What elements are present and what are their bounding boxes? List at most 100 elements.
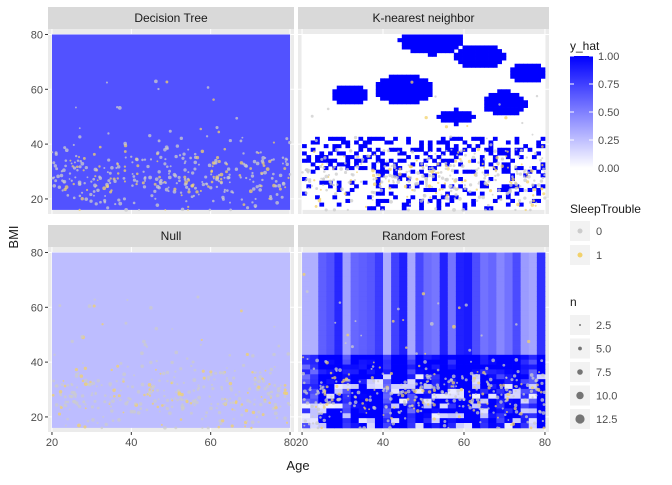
prediction-tile — [414, 96, 420, 101]
data-point-no-trouble — [240, 413, 244, 417]
prediction-tile — [528, 286, 538, 292]
data-point-no-trouble — [263, 170, 267, 175]
prediction-tile — [512, 335, 522, 341]
prediction-tile — [310, 162, 316, 167]
data-point-no-trouble — [54, 179, 58, 183]
prediction-tile — [520, 296, 530, 302]
data-point-no-trouble — [408, 170, 411, 173]
prediction-tile — [496, 257, 505, 263]
prediction-tile — [415, 374, 424, 380]
data-point-no-trouble — [475, 388, 478, 391]
prediction-tile — [358, 354, 368, 361]
data-point-trouble — [215, 156, 220, 160]
prediction-tile — [334, 271, 343, 278]
size-legend-title: n — [570, 295, 577, 309]
prediction-tile — [447, 335, 457, 341]
prediction-tile — [480, 296, 489, 302]
prediction-tile — [374, 340, 384, 346]
prediction-tile — [518, 78, 524, 83]
prediction-tile — [431, 413, 441, 419]
prediction-tile — [334, 281, 343, 287]
prediction-tile — [501, 162, 507, 167]
data-point-no-trouble — [487, 383, 491, 387]
prediction-tile — [431, 398, 441, 404]
data-point-no-trouble — [452, 385, 455, 388]
prediction-tile — [480, 418, 489, 424]
data-point-no-trouble — [322, 166, 326, 170]
prediction-tile — [341, 92, 346, 98]
data-point-no-trouble — [512, 395, 515, 398]
prediction-tile — [447, 369, 457, 375]
prediction-tile — [471, 169, 476, 174]
facet-panel: Random Forest — [298, 225, 549, 432]
prediction-tile — [540, 67, 546, 72]
data-point-trouble — [466, 125, 469, 128]
data-point-no-trouble — [435, 383, 440, 387]
prediction-tile — [399, 349, 408, 356]
prediction-tile — [350, 340, 360, 346]
prediction-tile — [492, 136, 498, 141]
prediction-tile — [362, 166, 368, 171]
prediction-tile — [528, 369, 538, 375]
data-point-trouble — [180, 194, 183, 197]
data-point-trouble — [201, 369, 205, 373]
prediction-tile — [455, 252, 465, 258]
data-point-trouble — [436, 162, 440, 166]
prediction-tile — [455, 359, 465, 365]
prediction-tile — [410, 89, 416, 94]
data-point-no-trouble — [503, 413, 507, 417]
prediction-tile — [466, 49, 472, 54]
data-point-trouble — [77, 423, 81, 428]
data-point-no-trouble — [205, 411, 209, 415]
prediction-tile — [407, 271, 416, 278]
prediction-tile — [439, 252, 449, 258]
data-point-no-trouble — [96, 406, 100, 410]
data-point-trouble — [246, 391, 249, 394]
prediction-tile — [496, 364, 505, 370]
data-point-no-trouble — [449, 393, 452, 396]
data-point-trouble — [481, 162, 484, 166]
prediction-tile — [415, 330, 424, 336]
prediction-tile — [463, 398, 473, 404]
prediction-tile — [463, 354, 473, 361]
data-point-trouble — [109, 177, 112, 180]
prediction-tile — [350, 257, 360, 263]
prediction-tile — [326, 257, 335, 263]
prediction-tile — [497, 96, 502, 101]
prediction-tile — [520, 306, 530, 312]
prediction-tile — [354, 85, 359, 90]
data-point-no-trouble — [164, 158, 167, 161]
prediction-tile — [520, 403, 530, 409]
data-point-no-trouble — [235, 116, 239, 120]
prediction-tile — [366, 262, 376, 268]
prediction-tile — [504, 408, 513, 414]
data-point-no-trouble — [166, 380, 169, 383]
prediction-tile — [310, 335, 319, 341]
data-point-trouble — [505, 155, 508, 158]
prediction-tile — [391, 374, 400, 380]
data-point-no-trouble — [286, 352, 291, 356]
data-point-no-trouble — [286, 158, 289, 161]
prediction-tile — [375, 147, 381, 152]
data-point-no-trouble — [212, 199, 215, 203]
prediction-tile — [480, 276, 489, 283]
data-point-trouble — [372, 361, 375, 364]
data-point-no-trouble — [181, 156, 185, 160]
prediction-tile — [528, 413, 538, 419]
data-point-no-trouble — [523, 175, 526, 178]
data-point-no-trouble — [458, 397, 462, 401]
data-point-no-trouble — [115, 166, 118, 170]
prediction-tile — [492, 100, 498, 105]
prediction-tile — [472, 276, 481, 283]
data-point-no-trouble — [240, 198, 244, 201]
prediction-tile — [471, 158, 476, 163]
prediction-tile — [410, 100, 416, 105]
prediction-tile — [366, 252, 376, 258]
prediction-tile — [505, 96, 511, 101]
data-point-no-trouble — [302, 381, 306, 385]
data-point-trouble — [524, 208, 527, 212]
prediction-tile — [302, 340, 311, 346]
prediction-tile — [455, 393, 465, 400]
data-point-trouble — [51, 393, 55, 397]
data-point-no-trouble — [450, 148, 453, 151]
